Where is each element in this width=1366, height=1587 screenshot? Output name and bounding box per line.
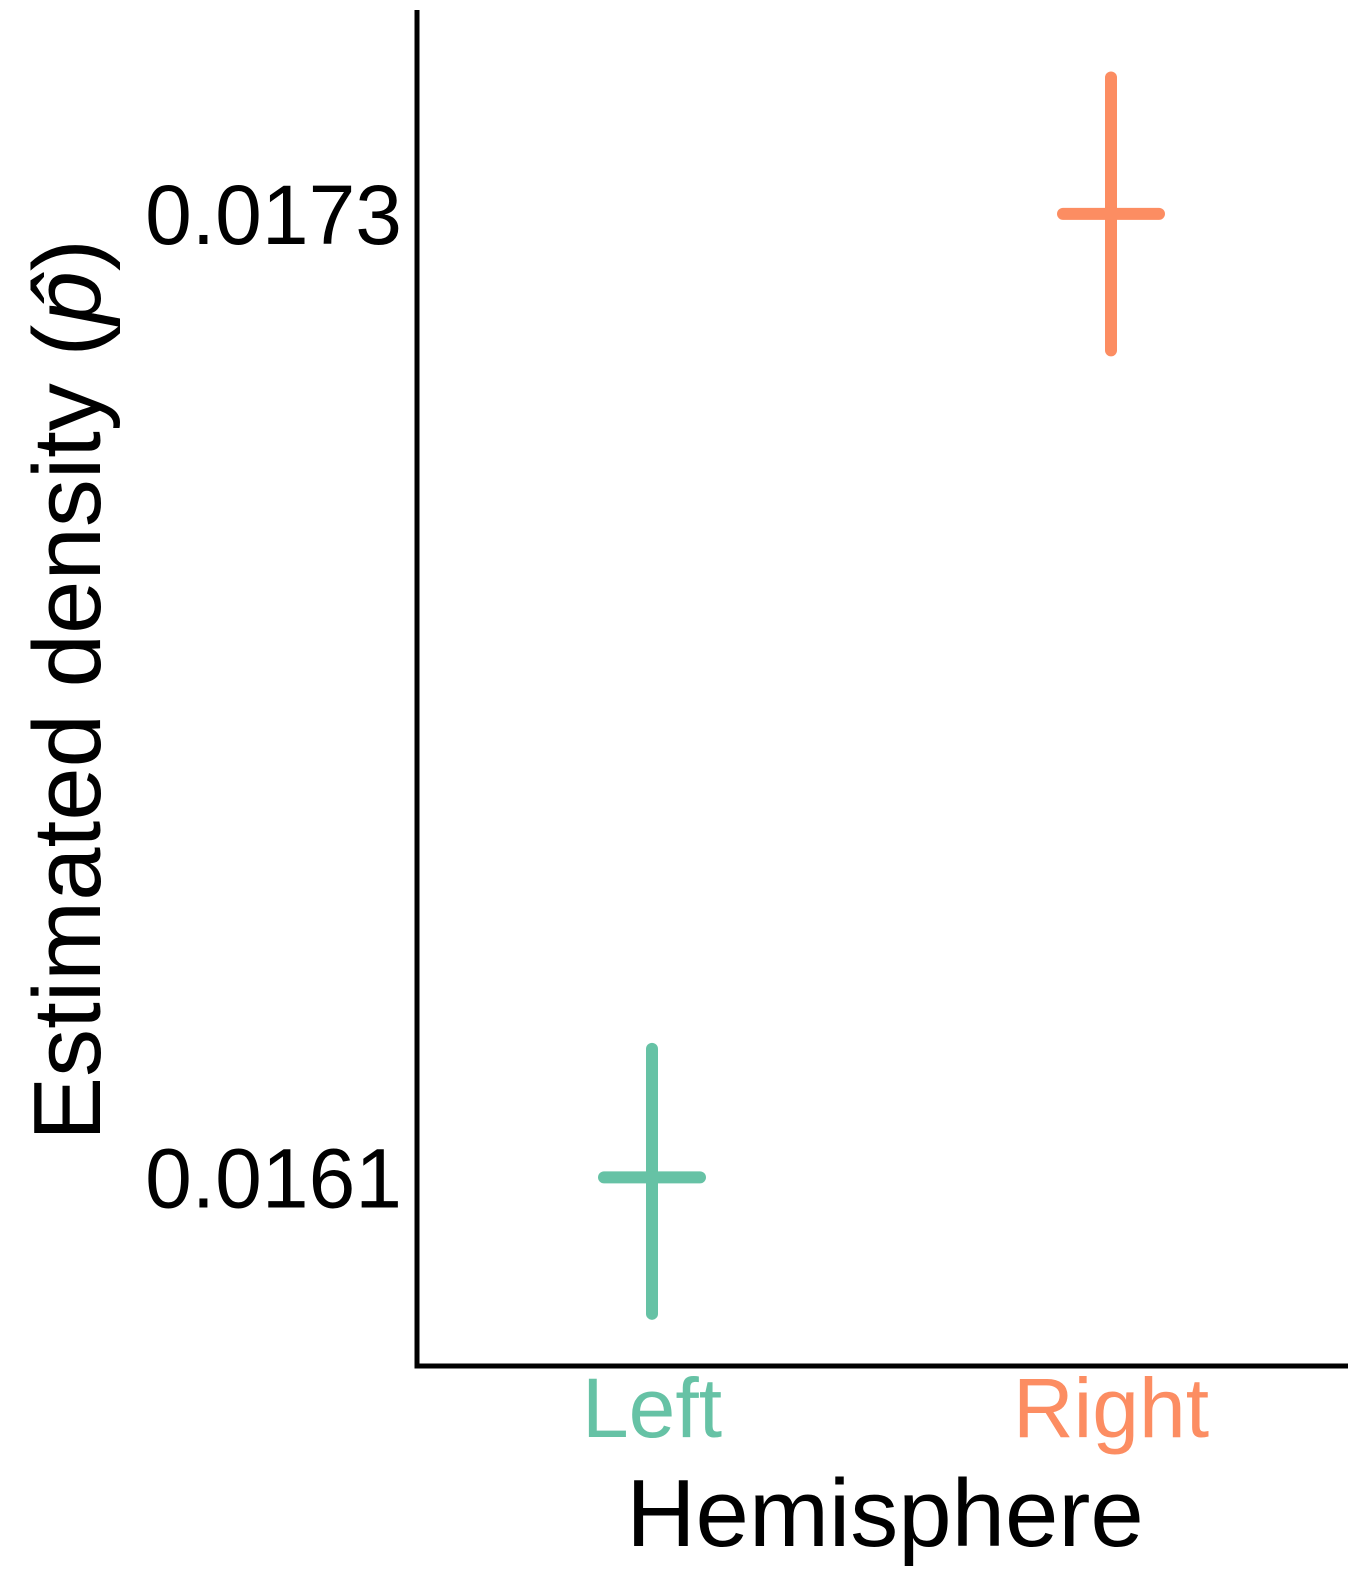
y-axis-title-suffix: ) — [14, 239, 121, 271]
chart-marks — [598, 71, 1165, 1320]
x-tick-labels: Left Right — [582, 1361, 1209, 1455]
x-axis-title: Hemisphere — [626, 1460, 1144, 1567]
y-tick-labels: 0.0161 0.0173 — [145, 168, 402, 1225]
x-tick-label-right: Right — [1013, 1361, 1209, 1455]
y-axis-title: Estimated density (p̂) — [14, 239, 121, 1141]
y-tick-label: 0.0173 — [145, 168, 402, 262]
y-axis-title-prefix: Estimated density ( — [14, 324, 121, 1140]
x-tick-label-left: Left — [582, 1361, 722, 1455]
y-tick-label: 0.0161 — [145, 1131, 402, 1225]
y-axis-title-symbol: p̂ — [14, 271, 121, 327]
